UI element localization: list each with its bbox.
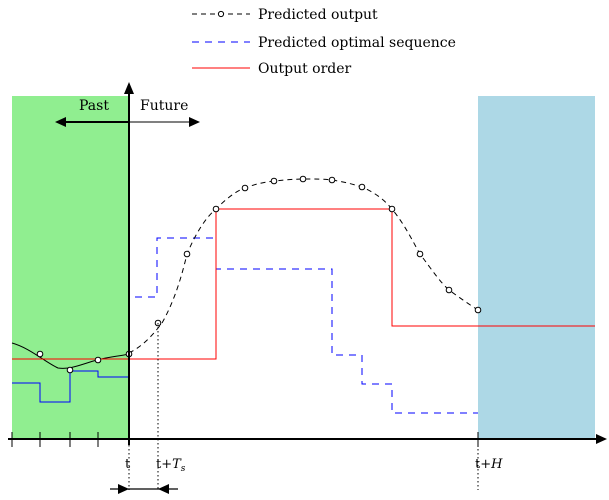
legend-predicted-output: Predicted output [192,7,378,23]
marker-pred-2 [183,250,191,258]
legend: Predicted output Predicted optimal seque… [192,7,456,77]
legend-predicted-sequence: Predicted optimal sequence [192,35,456,51]
marker-pred-6 [299,175,307,183]
future-label: Future [140,98,188,114]
marker-pred-9 [388,205,396,213]
marker-past-3 [94,356,102,364]
legend-predicted-sequence-label: Predicted optimal sequence [258,35,456,51]
marker-past-2 [66,366,74,374]
past-output-curve [11,342,130,369]
tick-label-t-plus-h: t+H [475,457,503,472]
guide-lines [128,323,479,490]
x-ticks [11,432,479,447]
marker-pred-3 [212,205,220,213]
tick-label-t-plus-ts: t+Ts [156,457,186,474]
tick-label-t: t [125,457,131,472]
marker-past-1 [36,350,44,358]
marker-pred-5 [270,177,278,185]
legend-predicted-output-label: Predicted output [258,7,378,23]
marker-pred-7 [328,176,336,184]
marker-pred-12 [474,306,482,314]
past-future-indicator: Past Future [55,98,200,127]
marker-pred-10 [416,250,424,258]
horizon-region [478,96,595,439]
sampling-period-indicator [110,484,178,494]
marker-pred-11 [445,286,453,294]
output-order-line [12,208,595,360]
marker-pred-4 [241,184,249,192]
predicted-output-curve [128,178,479,354]
legend-output-order: Output order [192,61,352,77]
past-input-sequence [12,370,129,403]
output-markers [36,175,482,374]
legend-output-order-label: Output order [258,61,352,77]
past-label: Past [79,98,109,114]
marker-pred-8 [358,183,366,191]
axes [8,82,607,445]
predicted-sequence-line [135,237,478,414]
